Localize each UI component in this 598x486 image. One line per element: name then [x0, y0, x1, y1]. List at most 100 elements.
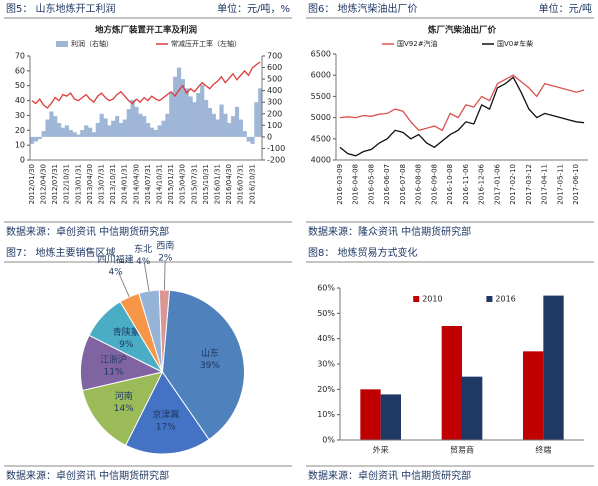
axis-frame	[339, 288, 584, 441]
x-tick-label: 2013/07/31	[98, 164, 106, 204]
area-column	[146, 123, 151, 137]
legend-swatch	[486, 296, 493, 302]
tick-label: 50	[15, 81, 25, 90]
area-column	[200, 84, 205, 137]
figure-label: 图8： 地炼贸易方式变化	[308, 246, 418, 259]
tick-label: 40	[15, 96, 25, 105]
area-column	[219, 104, 224, 137]
area-column	[161, 120, 166, 137]
legend-label: 常减压开工率（左轴）	[171, 39, 241, 48]
source-label: 数据来源：卓创资讯 中信期货研究部	[6, 469, 169, 482]
x-tick-label: 贸易商	[450, 445, 474, 455]
slice-label: 京津冀	[152, 409, 179, 421]
tick-label: -200	[267, 156, 285, 165]
x-tick-label: 2012/04/30	[40, 164, 48, 204]
x-tick-label: 2013/04/30	[86, 164, 94, 204]
tick-label: 10	[15, 141, 25, 150]
tick-label: 200	[267, 109, 282, 118]
x-tick-label: 2014/04/30	[132, 164, 140, 204]
area-column	[49, 111, 54, 137]
area-column	[118, 123, 124, 137]
tick-label: 70	[15, 52, 25, 61]
area-column	[45, 119, 50, 137]
source-label: 数据来源：卓创资讯 中信期货研究部	[308, 469, 471, 482]
x-tick-label: 2014/10/31	[156, 164, 164, 204]
slice-label: 西南	[156, 240, 174, 252]
tick-label: 20%	[317, 385, 335, 394]
x-tick-label: 2014/01/31	[121, 164, 129, 204]
area-column	[227, 123, 232, 137]
area-column	[41, 131, 46, 137]
tick-label: 50%	[317, 309, 335, 318]
area-column	[115, 116, 120, 137]
tick-label: -100	[267, 144, 285, 153]
area-column	[254, 102, 259, 137]
area-column	[234, 106, 240, 137]
area-column	[149, 127, 155, 137]
x-tick-label: 2016-08-08	[415, 164, 423, 205]
area-column	[204, 99, 209, 137]
leader-line	[143, 263, 150, 292]
x-tick-label: 2016-11-06	[462, 163, 470, 204]
legend-label: 国V92#汽油	[397, 39, 438, 48]
slice-label: 江浙沪	[100, 354, 127, 366]
x-tick-label: 2016-10-08	[446, 164, 454, 205]
area-column	[180, 79, 185, 137]
bar	[543, 295, 564, 440]
tick-label: 60	[15, 66, 25, 75]
tick-label: 4500	[311, 134, 331, 143]
area-column	[30, 136, 35, 144]
slice-label: 青陕蒙	[113, 326, 140, 338]
data-line	[339, 74, 585, 132]
area-column	[246, 136, 251, 142]
pie-slice	[125, 371, 210, 455]
figure-label: 图5： 山东地炼开工利润	[6, 2, 116, 15]
tick-label: 10%	[317, 410, 335, 419]
x-tick-label: 2016-12-06	[478, 163, 486, 204]
x-tick-label: 2012/01/30	[28, 164, 36, 204]
tick-label: 0%	[322, 436, 335, 445]
tick-label: 60%	[317, 284, 335, 293]
x-tick-label: 2017-01-06	[493, 163, 501, 204]
tick-label: 500	[267, 75, 282, 84]
figure-label: 图6： 地炼汽柴油出厂价	[308, 2, 418, 15]
area-column	[53, 116, 58, 137]
area-column	[196, 92, 201, 137]
leader-line	[163, 260, 166, 291]
tick-label: 0	[20, 156, 25, 165]
x-tick-label: 2016-05-08	[367, 164, 375, 205]
area-column	[134, 106, 139, 137]
figure-label: 图7： 地炼主要销售区域	[6, 246, 116, 259]
tick-label: 30%	[317, 360, 335, 369]
bar	[523, 351, 544, 440]
area-column	[192, 102, 197, 137]
axis-frame	[335, 54, 588, 161]
x-tick-label: 2017-02-10	[509, 164, 517, 205]
x-tick-label: 2012/10/31	[63, 164, 71, 204]
x-tick-label: 2014/07/31	[144, 164, 152, 204]
area-column	[122, 119, 127, 137]
legend-label: 国V0#车柴	[497, 39, 533, 48]
tick-label: 30	[15, 111, 25, 120]
x-tick-label: 2017-05-11	[556, 164, 564, 205]
x-tick-label: 2016/07/31	[237, 164, 245, 204]
area-column	[169, 92, 174, 137]
area-column	[157, 125, 162, 137]
area-column	[184, 88, 189, 137]
tick-label: 0	[267, 132, 272, 141]
x-tick-label: 2015/01/31	[167, 164, 175, 204]
tick-label: 100	[267, 121, 282, 130]
slice-label: 河南	[115, 390, 133, 402]
area-column	[130, 99, 135, 137]
area-column	[250, 136, 255, 144]
area-column	[33, 136, 39, 142]
x-tick-label: 2015/07/31	[190, 164, 198, 204]
legend-swatch	[56, 41, 68, 47]
x-tick-label: 2017-03-12	[525, 164, 533, 205]
area-column	[80, 129, 85, 137]
legend-label: 2010	[422, 295, 442, 304]
area-column	[72, 132, 77, 137]
area-column	[153, 129, 158, 137]
area-column	[173, 76, 178, 137]
